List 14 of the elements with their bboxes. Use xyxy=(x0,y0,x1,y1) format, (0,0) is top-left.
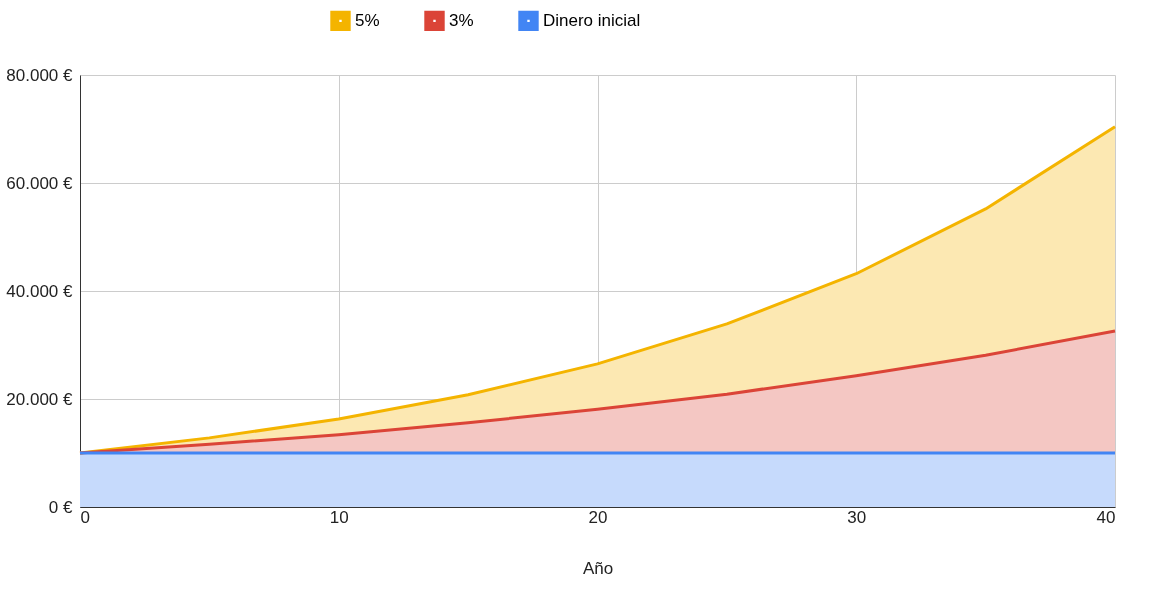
y-tick-label: 40.000 € xyxy=(6,281,74,301)
x-tick-label: 0 xyxy=(80,507,90,527)
legend-label: 5% xyxy=(355,10,380,30)
x-tick-label: 10 xyxy=(329,507,349,527)
x-tick-label: 20 xyxy=(588,507,608,527)
legend-label: Dinero inicial xyxy=(543,10,641,30)
legend-label: 3% xyxy=(449,10,474,30)
y-tick-label: 20.000 € xyxy=(6,389,74,409)
y-tick-label: 60.000 € xyxy=(6,173,74,193)
y-tick-label: 0 € xyxy=(48,497,74,517)
x-tick-label: 30 xyxy=(847,507,867,527)
x-tick-label: 40 xyxy=(1096,507,1116,527)
y-tick-label: 80.000 € xyxy=(6,65,74,85)
x-axis-title: Año xyxy=(582,558,614,578)
